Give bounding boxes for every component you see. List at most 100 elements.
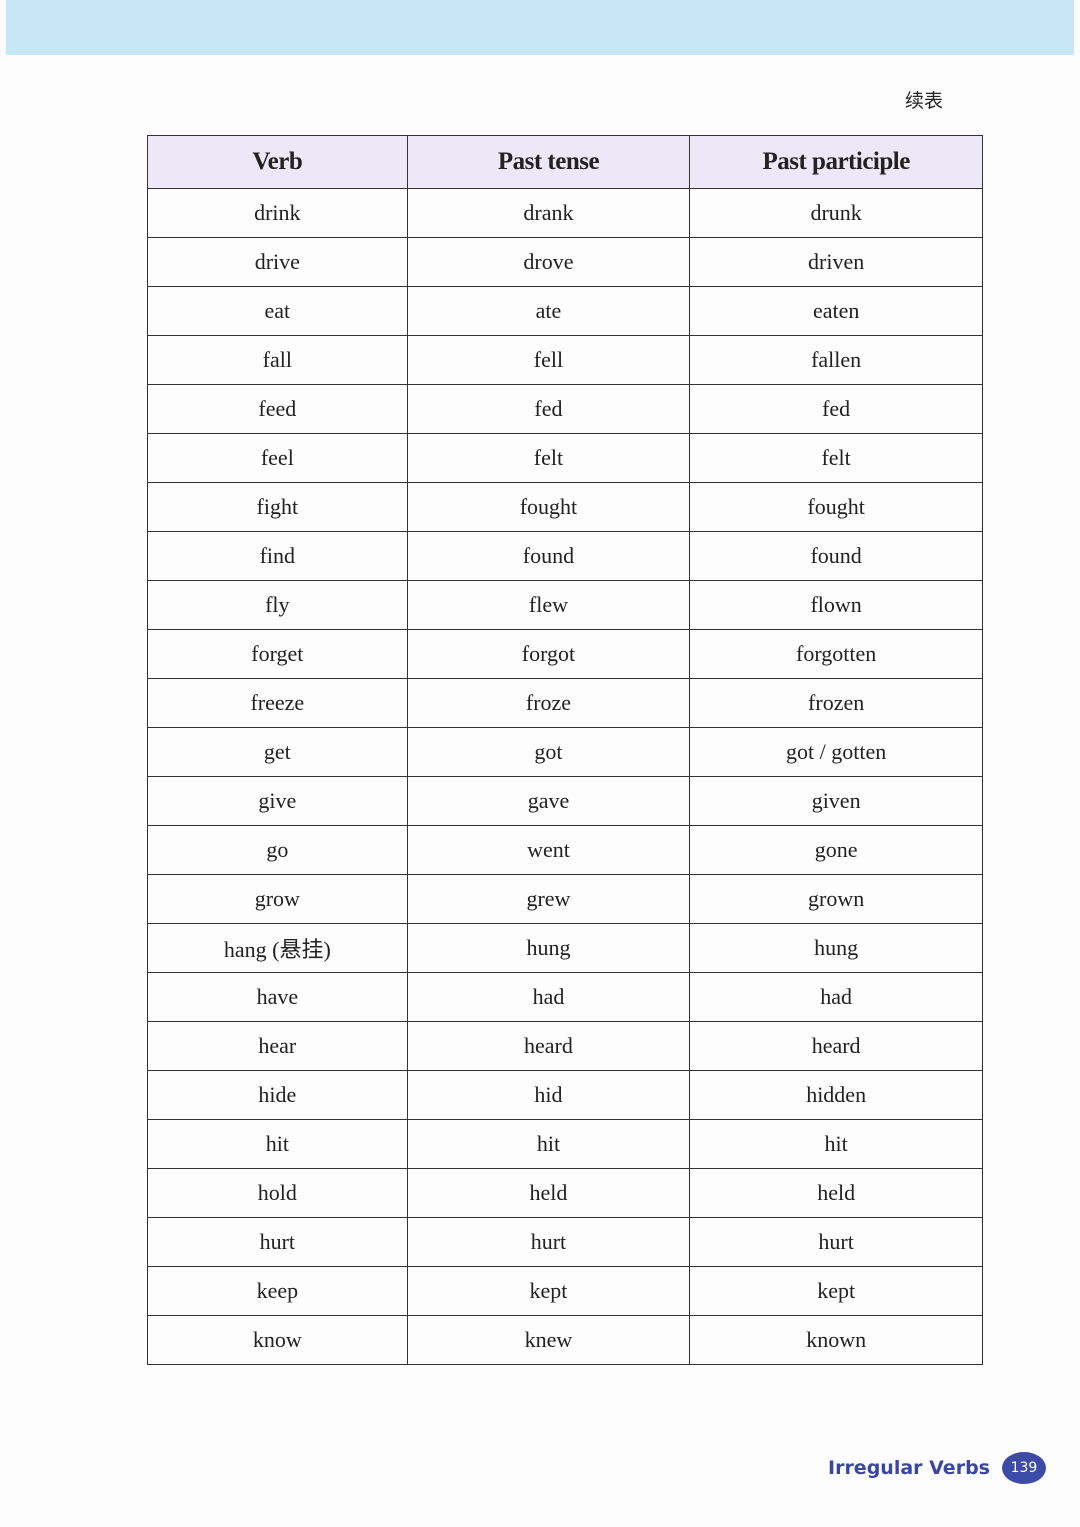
table-row: feed fed fed — [147, 384, 983, 434]
table-row: forget forgot forgotten — [147, 629, 983, 679]
verb-cell: fly — [147, 580, 408, 630]
past-tense-cell: fed — [406, 384, 691, 434]
past-tense-cell: got — [406, 727, 691, 777]
past-tense-cell: fought — [406, 482, 691, 532]
table-row: find found found — [147, 531, 983, 581]
verb-cell: hurt — [147, 1217, 408, 1267]
table-row: freeze froze frozen — [147, 678, 983, 728]
continued-label: 续表 — [905, 90, 944, 112]
table-header-row: Verb Past tense Past participle — [147, 135, 983, 189]
verb-cell: keep — [147, 1266, 408, 1316]
verb-cell: fight — [147, 482, 408, 532]
table-row: get got got / gotten — [147, 727, 983, 777]
past-tense-cell: knew — [406, 1315, 691, 1365]
past-tense-cell: hid — [406, 1070, 691, 1120]
verb-cell: feel — [147, 433, 408, 483]
verb-cell: know — [147, 1315, 408, 1365]
table-row: hang (悬挂) hung hung — [147, 923, 983, 973]
verb-cell: go — [147, 825, 408, 875]
past-participle-cell: gone — [689, 825, 983, 875]
verb-cell: get — [147, 727, 408, 777]
table-row: eat ate eaten — [147, 286, 983, 336]
past-participle-cell: held — [689, 1168, 983, 1218]
past-participle-cell: grown — [689, 874, 983, 924]
verb-cell: hit — [147, 1119, 408, 1169]
verb-cell: hide — [147, 1070, 408, 1120]
past-tense-cell: grew — [406, 874, 691, 924]
past-tense-cell: drove — [406, 237, 691, 287]
table-row: hurt hurt hurt — [147, 1217, 983, 1267]
column-header-verb: Verb — [147, 135, 408, 189]
past-tense-cell: ate — [406, 286, 691, 336]
column-header-past-participle: Past participle — [689, 135, 983, 189]
table-row: know knew known — [147, 1315, 983, 1365]
verb-cell: eat — [147, 286, 408, 336]
section-title: Irregular Verbs — [828, 1457, 990, 1479]
past-participle-cell: forgotten — [689, 629, 983, 679]
table-row: drink drank drunk — [147, 188, 983, 238]
past-participle-cell: known — [689, 1315, 983, 1365]
past-participle-cell: driven — [689, 237, 983, 287]
verb-cell: give — [147, 776, 408, 826]
past-participle-cell: frozen — [689, 678, 983, 728]
past-participle-cell: heard — [689, 1021, 983, 1071]
past-tense-cell: drank — [406, 188, 691, 238]
past-participle-cell: hit — [689, 1119, 983, 1169]
verb-cell: feed — [147, 384, 408, 434]
past-participle-cell: kept — [689, 1266, 983, 1316]
table-row: feel felt felt — [147, 433, 983, 483]
past-tense-cell: fell — [406, 335, 691, 385]
table-row: keep kept kept — [147, 1266, 983, 1316]
verb-cell: find — [147, 531, 408, 581]
past-tense-cell: hurt — [406, 1217, 691, 1267]
past-participle-cell: hung — [689, 923, 983, 973]
page-number: 139 — [1001, 1452, 1046, 1484]
past-participle-cell: fought — [689, 482, 983, 532]
table-row: grow grew grown — [147, 874, 983, 924]
verb-cell: fall — [147, 335, 408, 385]
top-color-band — [6, 0, 1074, 55]
past-participle-cell: drunk — [689, 188, 983, 238]
table-row: fall fell fallen — [147, 335, 983, 385]
past-tense-cell: went — [406, 825, 691, 875]
table-row: fly flew flown — [147, 580, 983, 630]
past-tense-cell: heard — [406, 1021, 691, 1071]
past-participle-cell: got / gotten — [689, 727, 983, 777]
past-tense-cell: gave — [406, 776, 691, 826]
past-tense-cell: froze — [406, 678, 691, 728]
past-participle-cell: fed — [689, 384, 983, 434]
past-participle-cell: found — [689, 531, 983, 581]
past-tense-cell: felt — [406, 433, 691, 483]
past-tense-cell: had — [406, 972, 691, 1022]
past-participle-cell: given — [689, 776, 983, 826]
past-participle-cell: hurt — [689, 1217, 983, 1267]
past-tense-cell: forgot — [406, 629, 691, 679]
table-row: drive drove driven — [147, 237, 983, 287]
past-participle-cell: felt — [689, 433, 983, 483]
verb-cell: hold — [147, 1168, 408, 1218]
past-tense-cell: kept — [406, 1266, 691, 1316]
past-participle-cell: had — [689, 972, 983, 1022]
past-participle-cell: fallen — [689, 335, 983, 385]
past-participle-cell: flown — [689, 580, 983, 630]
verb-cell: grow — [147, 874, 408, 924]
verb-cell: drive — [147, 237, 408, 287]
past-tense-cell: hit — [406, 1119, 691, 1169]
irregular-verbs-table: Verb Past tense Past participle drink dra… — [147, 135, 983, 1365]
past-participle-cell: hidden — [689, 1070, 983, 1120]
verb-cell: have — [147, 972, 408, 1022]
column-header-past-tense: Past tense — [406, 135, 691, 189]
table-row: hold held held — [147, 1168, 983, 1218]
past-participle-cell: eaten — [689, 286, 983, 336]
table-row: have had had — [147, 972, 983, 1022]
page-footer: Irregular Verbs 139 — [828, 1452, 1046, 1484]
table-row: hide hid hidden — [147, 1070, 983, 1120]
verb-cell: freeze — [147, 678, 408, 728]
verb-cell: hang (悬挂) — [147, 923, 408, 973]
past-tense-cell: held — [406, 1168, 691, 1218]
verb-cell: hear — [147, 1021, 408, 1071]
past-tense-cell: hung — [406, 923, 691, 973]
table-row: hit hit hit — [147, 1119, 983, 1169]
verb-cell: forget — [147, 629, 408, 679]
past-tense-cell: flew — [406, 580, 691, 630]
